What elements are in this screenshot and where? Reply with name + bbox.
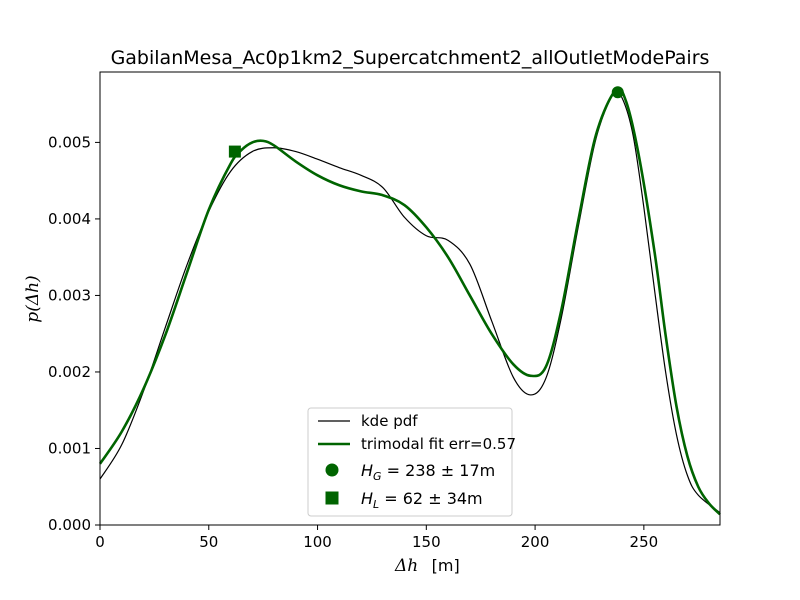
legend-label-kde: kde pdf <box>361 412 418 430</box>
legend-swatch-hl <box>325 491 339 505</box>
legend-label-hl: HL = 62 ± 34m <box>361 489 483 511</box>
legend-label-hg: HG = 238 ± 17m <box>361 461 495 483</box>
y-tick-label: 0.004 <box>48 210 91 228</box>
x-tick-label: 150 <box>412 533 441 551</box>
legend-label-fit: trimodal fit err=0.57 <box>361 435 516 453</box>
legend-hg-sub: G <box>373 470 382 483</box>
legend-box <box>307 407 513 517</box>
x-tick-label: 250 <box>630 533 659 551</box>
marker-hl <box>228 145 241 158</box>
marker-layer <box>228 86 624 158</box>
y-axis: 0.000 0.001 0.002 0.003 0.004 0.005 <box>48 133 100 534</box>
legend-hl-symbol: H <box>361 489 373 508</box>
legend-hg-symbol: H <box>361 461 373 480</box>
x-axis-unit: [m] <box>432 556 460 575</box>
y-axis-label: p(Δh) <box>23 275 43 322</box>
kde-pdf-line <box>99 89 721 514</box>
legend-swatch-hg <box>325 463 339 477</box>
y-tick-label: 0.000 <box>48 516 91 534</box>
marker-hg <box>611 86 624 99</box>
series-layer <box>98 87 721 516</box>
y-tick-label: 0.001 <box>48 439 91 457</box>
legend-hl-sub: L <box>373 498 379 511</box>
x-tick-label: 50 <box>199 533 218 551</box>
plot-frame <box>99 71 721 526</box>
legend-hl-value: = 62 ± 34m <box>379 489 482 508</box>
chart-title: GabilanMesa_Ac0p1km2_Supercatchment2_all… <box>111 47 710 69</box>
y-tick-label: 0.005 <box>48 133 91 151</box>
y-tick-label: 0.002 <box>48 363 91 381</box>
x-axis: 0 50 100 150 200 250 <box>95 525 658 551</box>
x-tick-label: 100 <box>303 533 332 551</box>
legend: kde pdf trimodal fit err=0.57 HG = 238 ±… <box>307 407 516 517</box>
x-tick-label: 200 <box>521 533 550 551</box>
x-tick-label: 0 <box>95 533 105 551</box>
y-tick-label: 0.003 <box>48 286 91 304</box>
legend-hg-value: = 238 ± 17m <box>382 461 496 480</box>
x-axis-label: Δh [m] <box>394 556 460 576</box>
x-axis-symbol: Δh <box>394 556 418 576</box>
trimodal-fit-line <box>98 87 721 516</box>
